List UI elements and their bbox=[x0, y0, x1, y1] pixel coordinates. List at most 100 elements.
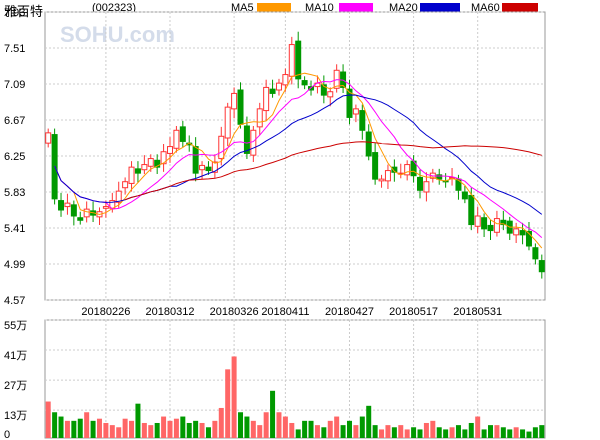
volume-bar bbox=[180, 416, 186, 438]
volume-bar bbox=[231, 356, 237, 438]
candle-body bbox=[211, 161, 218, 173]
candle-body bbox=[167, 146, 173, 154]
candle-body bbox=[513, 228, 520, 236]
candle-body bbox=[436, 174, 443, 180]
legend-ma5-label: MA5 bbox=[231, 2, 254, 14]
volume-bar bbox=[129, 420, 135, 438]
volume-bar bbox=[417, 429, 423, 438]
candle-body bbox=[205, 166, 212, 172]
volume-bar bbox=[141, 422, 147, 438]
candle-body bbox=[160, 151, 167, 165]
candle-body bbox=[365, 131, 372, 157]
volume-bar bbox=[443, 429, 449, 438]
price-tick-label: 7.51 bbox=[4, 43, 25, 55]
date-tick-label: 20180411 bbox=[261, 306, 309, 318]
volume-bar bbox=[436, 427, 442, 438]
volume-bar bbox=[58, 416, 64, 438]
legend-ma10-label: MA10 bbox=[305, 2, 334, 14]
volume-bar bbox=[372, 425, 378, 438]
date-tick-label: 20180326 bbox=[210, 306, 259, 318]
volume-bar bbox=[116, 427, 122, 438]
candle-body bbox=[525, 230, 532, 247]
volume-bar bbox=[64, 420, 70, 438]
candle-body bbox=[64, 202, 71, 208]
volume-bar bbox=[109, 425, 115, 438]
volume-panel-frame bbox=[44, 319, 546, 439]
candle-body bbox=[275, 82, 282, 91]
date-tick-label: 20180531 bbox=[453, 306, 502, 318]
stock-name: 雅百特 bbox=[4, 4, 44, 19]
candle-body bbox=[481, 217, 488, 230]
candle-body bbox=[538, 260, 545, 273]
candle-body bbox=[237, 89, 244, 125]
volume-bar bbox=[404, 429, 410, 438]
candle-body bbox=[134, 168, 141, 174]
candle-body bbox=[179, 126, 186, 142]
volume-bar bbox=[391, 427, 397, 438]
candle-body bbox=[250, 129, 257, 156]
volume-bar bbox=[122, 418, 128, 438]
volume-bar bbox=[205, 427, 211, 438]
volume-bar bbox=[270, 390, 276, 438]
candle-body bbox=[231, 92, 238, 110]
volume-bar bbox=[77, 418, 83, 438]
candle-body bbox=[320, 84, 327, 96]
volume-bar bbox=[295, 429, 301, 438]
candle-body bbox=[417, 176, 423, 191]
candle-body bbox=[359, 110, 366, 131]
legend-ma10-swatch bbox=[339, 3, 373, 13]
ma5-line bbox=[54, 72, 543, 249]
candle-body bbox=[218, 135, 225, 160]
candle-body bbox=[384, 170, 391, 182]
candle-body bbox=[372, 152, 379, 180]
price-tick-label: 6.25 bbox=[4, 151, 25, 163]
candle-body bbox=[500, 219, 507, 226]
volume-tick-label: 41万 bbox=[4, 350, 27, 362]
price-tick-label: 5.83 bbox=[4, 187, 25, 199]
legend-ma5-swatch bbox=[257, 3, 291, 13]
price-tick-label: 7.09 bbox=[4, 79, 25, 91]
legend-ma20-label: MA20 bbox=[389, 2, 418, 14]
volume-bar bbox=[186, 422, 192, 438]
candle-body bbox=[154, 159, 161, 168]
volume-bar bbox=[379, 429, 385, 438]
candle-body bbox=[147, 158, 154, 167]
candle-body bbox=[423, 181, 430, 193]
volume-bar bbox=[494, 425, 500, 438]
date-tick-label: 20180312 bbox=[146, 306, 195, 318]
ma60-line bbox=[124, 141, 542, 201]
candle-body bbox=[83, 208, 90, 218]
volume-bar bbox=[513, 427, 519, 438]
price-tick-label: 6.67 bbox=[4, 115, 25, 127]
volume-bar bbox=[218, 407, 224, 438]
date-tick-label: 20180517 bbox=[389, 306, 438, 318]
volume-bar bbox=[250, 420, 256, 438]
volume-bar bbox=[199, 422, 205, 438]
volume-bar bbox=[45, 401, 51, 438]
candle-body bbox=[346, 88, 353, 118]
price-tick-label: 5.41 bbox=[4, 223, 25, 235]
volume-bar bbox=[430, 420, 436, 438]
volume-bar bbox=[308, 420, 314, 438]
legend-ma20-swatch bbox=[420, 3, 460, 13]
candle-body bbox=[173, 129, 180, 149]
volume-bar bbox=[488, 425, 494, 438]
volume-bar bbox=[148, 425, 154, 438]
candle-body bbox=[468, 194, 475, 226]
price-tick-label: 4.57 bbox=[4, 295, 25, 307]
candle-body bbox=[58, 200, 65, 211]
volume-bar bbox=[481, 429, 487, 438]
candle-body bbox=[301, 80, 308, 86]
volume-bar bbox=[314, 425, 320, 438]
volume-bar bbox=[462, 429, 468, 438]
volume-bar bbox=[212, 420, 218, 438]
volume-bar bbox=[282, 416, 288, 438]
volume-bar bbox=[327, 420, 333, 438]
volume-bar bbox=[500, 427, 506, 438]
chart-header: 雅百特 (002323) MA5 MA10 MA20 MA60 bbox=[0, 0, 600, 19]
candle-body bbox=[263, 86, 270, 112]
volume-bar bbox=[154, 422, 160, 438]
volume-bar bbox=[366, 405, 372, 438]
volume-tick-label: 0 bbox=[4, 429, 10, 440]
